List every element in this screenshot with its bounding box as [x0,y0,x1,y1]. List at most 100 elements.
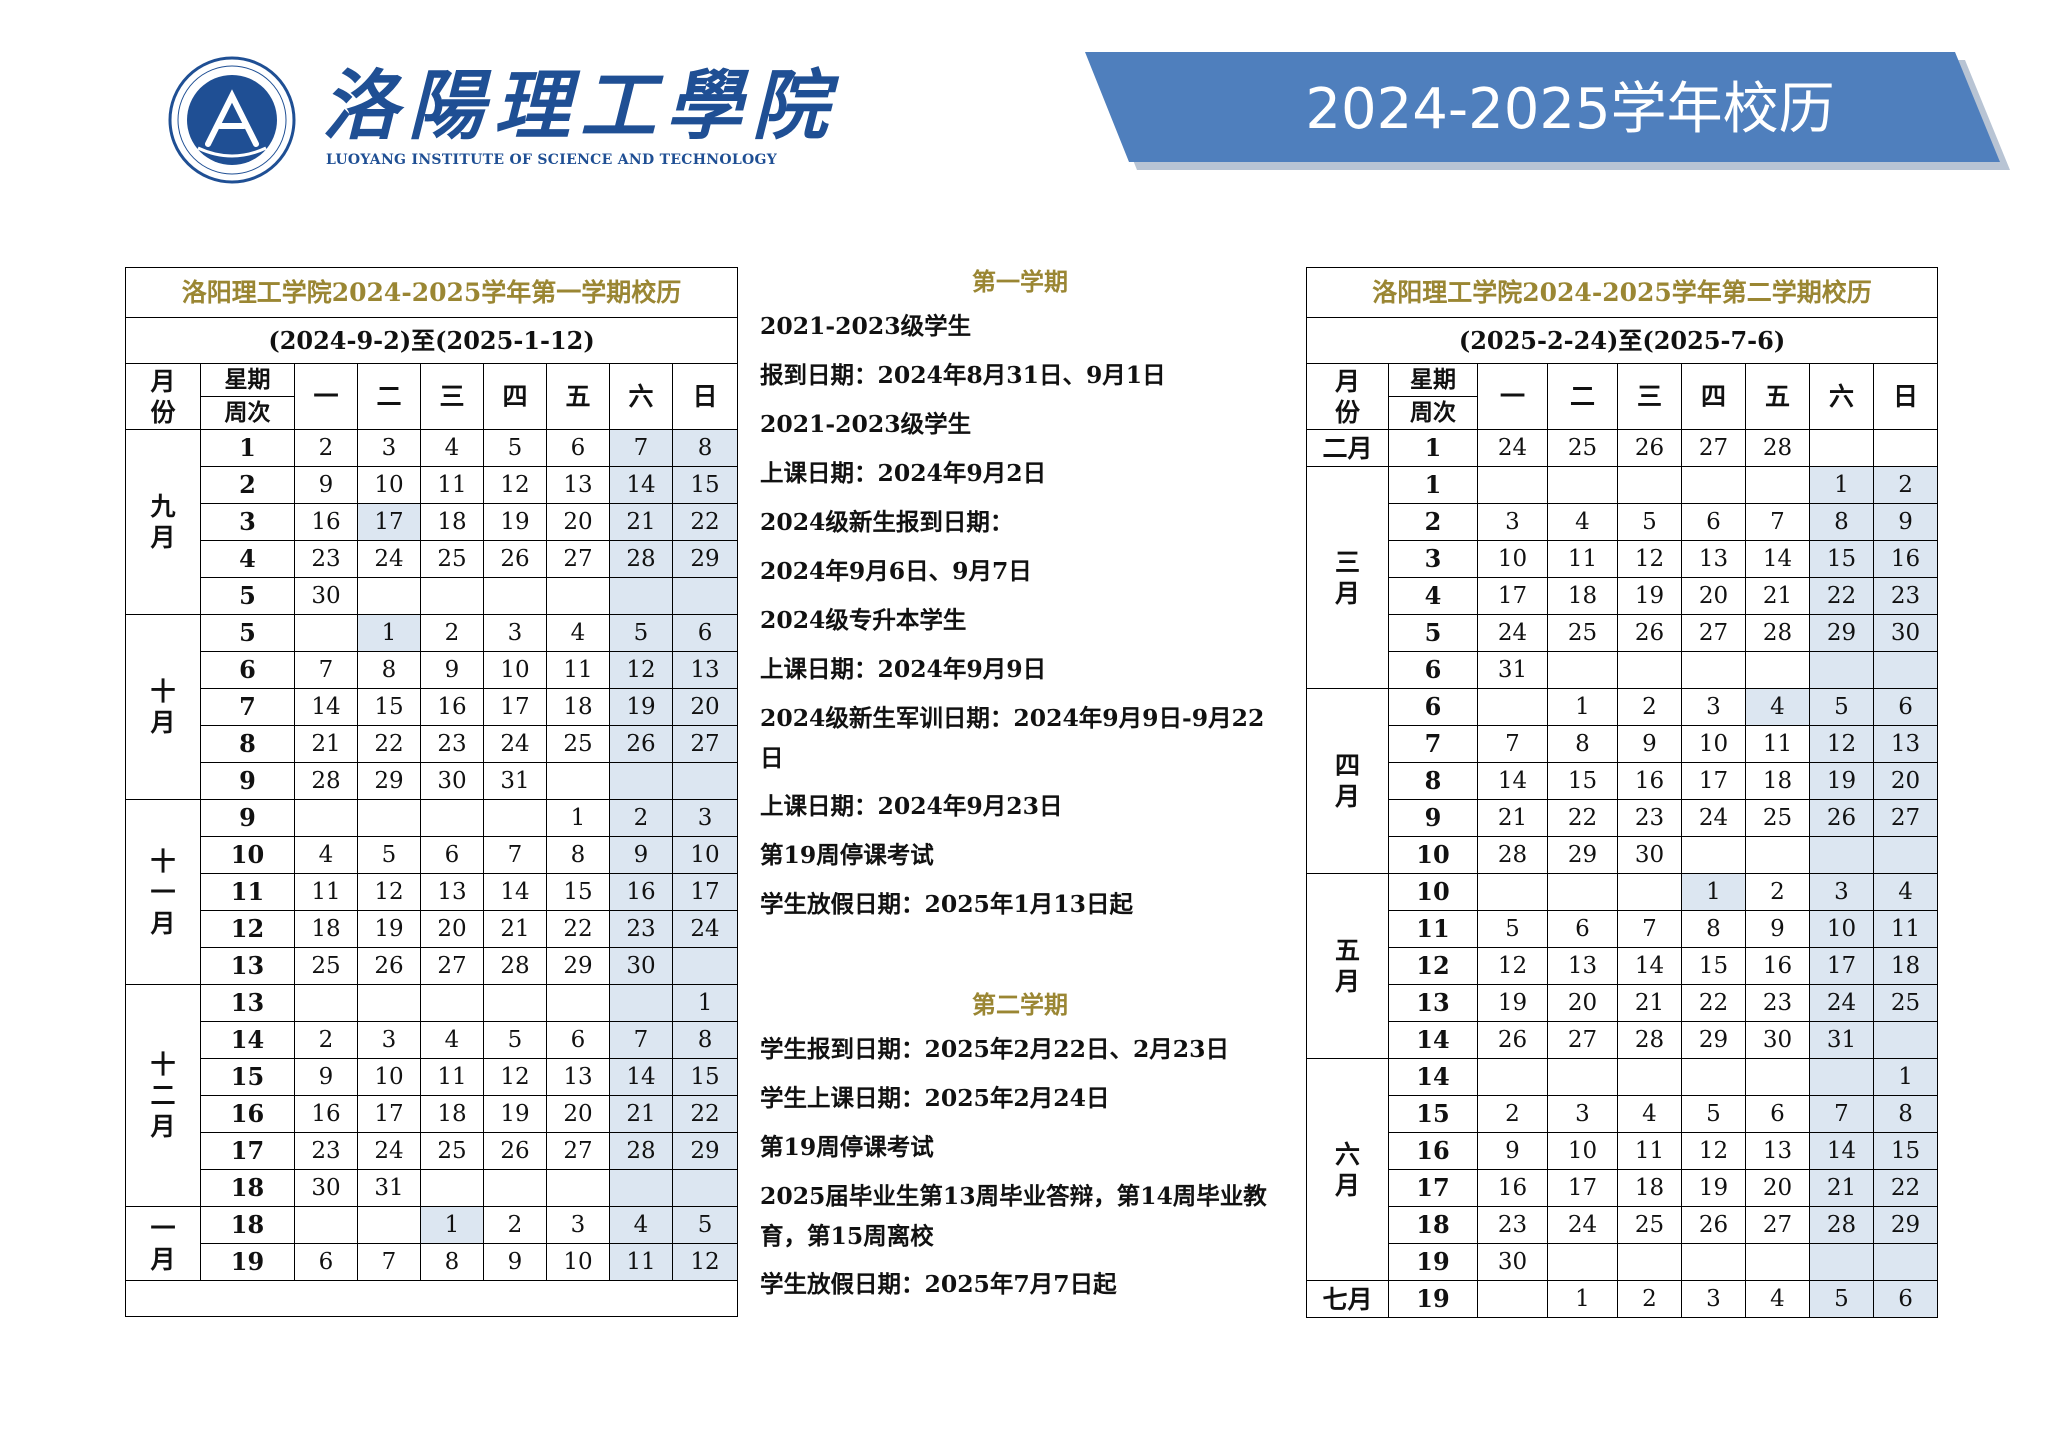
day-cell: 2 [294,1021,358,1059]
day-cell [1809,429,1874,467]
day-cell: 30 [1745,1021,1810,1059]
day-cell: 9 [1745,910,1810,948]
day-cell: 15 [671,1058,739,1096]
day-cell: 24 [1477,614,1548,652]
day-cell: 16 [420,688,484,726]
week-row: 9 28 29 30 31 [126,762,739,800]
day-cell: 8 [1809,503,1874,541]
day-cell: 17 [357,1095,421,1133]
day-cell: 29 [1872,1206,1939,1244]
day-cell: 19 [1477,984,1548,1022]
day-cell: 21 [483,910,547,948]
day-cell: 20 [1681,577,1746,615]
day-cell: 20 [546,1095,610,1133]
week-number: 18 [1388,1206,1478,1244]
day-cell [1547,466,1618,504]
week-number: 4 [200,540,295,578]
day-cell: 9 [1477,1132,1548,1170]
weekday-header: 四 [1681,363,1746,430]
day-cell: 15 [671,466,739,504]
weekday-header: 四 [483,363,547,430]
week-row: 12 12 13 14 15 16 17 18 [1307,947,1939,985]
week-row: 6 7 8 9 10 11 12 13 [126,651,739,689]
day-cell: 4 [609,1206,673,1244]
week-number: 10 [1388,873,1478,911]
day-cell: 23 [609,910,673,948]
note-line: 2021-2023级学生 [760,312,972,340]
week-row: 七月 19 1 2 3 4 5 6 [1306,1280,1939,1318]
day-cell: 20 [420,910,484,948]
day-cell [1617,1058,1682,1096]
week-row: 14 26 27 28 29 30 31 [1307,1021,1939,1059]
day-cell: 26 [609,725,673,763]
day-cell [1547,873,1618,911]
month-label: 十二月 [125,984,201,1207]
day-cell: 18 [420,503,484,541]
day-cell [483,799,547,837]
weekday-header: 五 [546,363,610,430]
day-cell: 31 [357,1169,421,1207]
day-cell: 25 [1547,429,1618,467]
day-cell: 1 [546,799,610,837]
day-cell: 6 [1547,910,1618,948]
day-cell: 20 [1745,1169,1810,1207]
day-cell: 5 [1477,910,1548,948]
calendar-title: 洛阳理工学院2024-2025学年第一学期校历 [124,267,739,318]
day-cell: 18 [294,910,358,948]
month-column-header: 月份 [125,363,201,430]
day-cell: 12 [1809,725,1874,763]
week-number: 15 [1388,1095,1478,1133]
day-cell: 5 [609,614,673,652]
day-cell: 26 [483,540,547,578]
week-row: 15 9 10 11 12 13 14 15 [126,1058,739,1096]
semester2-notes-heading: 第二学期 [972,990,1068,1019]
day-cell [1681,466,1746,504]
day-cell: 15 [1681,947,1746,985]
semester1-notes-heading: 第一学期 [972,267,1068,296]
week-number-label: 周次 [1388,396,1478,430]
day-cell: 29 [1681,1021,1746,1059]
day-cell [1547,1243,1618,1281]
calendar-title: 洛阳理工学院2024-2025学年第二学期校历 [1305,267,1939,318]
day-cell: 10 [1681,725,1746,763]
day-cell: 22 [1809,577,1874,615]
week-row: 15 2 3 4 5 6 7 8 [1307,1095,1939,1133]
day-cell: 4 [1745,688,1810,726]
week-number: 9 [200,799,295,837]
day-cell: 24 [357,540,421,578]
day-cell: 26 [1617,429,1682,467]
day-cell: 13 [1681,540,1746,578]
day-cell: 22 [671,1095,739,1133]
day-cell: 21 [609,503,673,541]
weekday-header: 一 [294,363,358,430]
week-number: 18 [200,1206,295,1244]
week-row: 17 23 24 25 26 27 28 29 [126,1132,739,1170]
day-cell: 16 [1745,947,1810,985]
day-cell: 26 [1809,799,1874,837]
month-label: 五月 [1306,873,1389,1059]
day-cell: 4 [1547,503,1618,541]
day-cell: 4 [1872,873,1939,911]
week-row: 18 30 31 [126,1169,739,1207]
day-cell: 6 [1681,503,1746,541]
day-cell [1477,873,1548,911]
weekday-header: 六 [1809,363,1874,430]
week-number: 4 [1388,577,1478,615]
day-cell [294,1206,358,1244]
day-cell: 19 [1617,577,1682,615]
day-cell: 1 [420,1206,484,1244]
day-cell: 14 [1477,762,1548,800]
day-cell: 25 [1617,1206,1682,1244]
week-row: 10 4 5 6 7 8 9 10 [126,836,739,874]
day-cell [671,947,739,985]
day-cell [609,577,673,615]
day-cell: 9 [420,651,484,689]
day-cell: 1 [1547,1280,1618,1318]
day-cell: 7 [1745,503,1810,541]
day-cell: 9 [294,466,358,504]
day-cell: 14 [1617,947,1682,985]
page-title: 2024-2025学年校历 [1305,77,1835,142]
day-cell: 21 [609,1095,673,1133]
day-cell: 21 [1809,1169,1874,1207]
